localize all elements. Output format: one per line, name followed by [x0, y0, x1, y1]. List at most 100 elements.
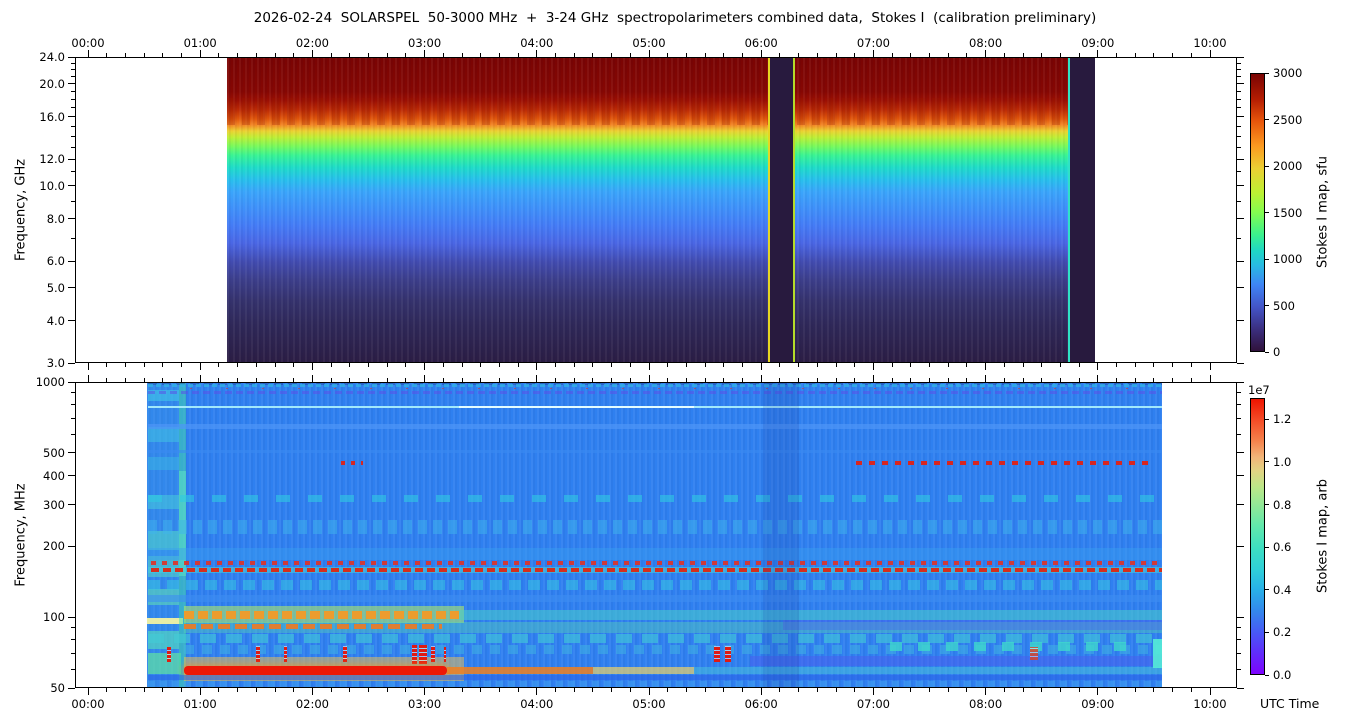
ghz-data-region [226, 58, 1068, 362]
time-tick-minor [1022, 688, 1024, 692]
time-tick-label: 00:00 [71, 697, 105, 711]
freq-tick-minor [1237, 417, 1241, 419]
freq-tick-minor [1237, 107, 1241, 109]
time-tick-minor [667, 363, 669, 367]
rfi-burst [725, 645, 731, 662]
freq-tick-minor [1237, 639, 1241, 641]
freq-tick-major [68, 116, 75, 118]
time-tick-major [199, 688, 201, 695]
time-tick-minor [947, 363, 949, 367]
freq-tick-label: 3.0 [46, 356, 65, 370]
ghz-data-texture [226, 58, 1068, 362]
time-tick-minor [592, 688, 594, 692]
time-tick-major [648, 363, 650, 370]
freq-tick-label: 200 [43, 539, 65, 554]
freq-tick-major [68, 56, 75, 58]
time-tick-minor [1003, 363, 1005, 367]
time-tick-label: 08:00 [969, 697, 1003, 711]
freq-tick-major [68, 381, 75, 383]
time-tick-major [424, 363, 426, 370]
spectral-band [593, 666, 694, 674]
spectral-band [856, 461, 1154, 466]
time-tick-major [872, 50, 874, 57]
time-tick-label: 10:00 [1193, 697, 1227, 711]
spectral-band [148, 674, 1162, 681]
spectral-band [148, 634, 1162, 644]
ghz-spectrogram-panel [75, 57, 1237, 363]
colorbar-tick [1265, 258, 1269, 260]
freq-tick-minor [1237, 627, 1241, 629]
time-tick-minor [517, 363, 519, 367]
arb-colorbar [1250, 398, 1265, 675]
freq-tick-label: 24.0 [39, 50, 65, 64]
time-tick-minor [685, 363, 687, 367]
time-tick-minor [1116, 688, 1117, 692]
time-tick-label: 06:00 [744, 36, 778, 50]
time-tick-minor [816, 688, 818, 692]
time-tick-major [311, 688, 313, 695]
rfi-burst [419, 644, 428, 664]
time-tick-minor [1078, 688, 1080, 692]
time-tick-minor [854, 363, 856, 367]
time-tick-major [1209, 50, 1211, 57]
time-tick-minor [723, 688, 725, 692]
time-tick-major [760, 688, 762, 695]
time-tick-minor [779, 688, 781, 692]
time-tick-minor [947, 688, 949, 692]
time-tick-minor [704, 688, 706, 692]
freq-tick-label: 400 [43, 468, 65, 483]
colorbar-tick [1265, 631, 1269, 633]
time-tick-label: 00:00 [71, 36, 105, 50]
time-tick-major [536, 688, 538, 695]
freq-tick-label: 5.0 [46, 280, 65, 295]
spectral-band [178, 383, 187, 687]
time-tick-minor [929, 688, 930, 692]
time-tick-minor [1134, 688, 1136, 692]
time-tick-major [1097, 375, 1099, 382]
time-tick-minor [386, 688, 388, 692]
mhz-y-axis-label: Frequency, MHz [13, 483, 29, 587]
time-tick-major [311, 50, 313, 57]
time-tick-major [760, 363, 762, 370]
colorbar-tick [1265, 589, 1269, 591]
time-tick-minor [237, 363, 239, 367]
time-tick-major [872, 363, 874, 370]
colorbar-tick [1265, 72, 1269, 74]
time-tick-minor [555, 363, 556, 367]
spectral-band [184, 665, 448, 675]
freq-tick-major [1237, 504, 1244, 506]
freq-tick-major [68, 362, 75, 364]
time-tick-major [1209, 688, 1211, 695]
time-tick-major [872, 688, 874, 695]
freq-tick-minor [1237, 200, 1241, 202]
time-tick-minor [181, 363, 182, 367]
spectral-band [150, 568, 1162, 573]
time-tick-minor [405, 363, 407, 367]
time-tick-major [87, 375, 89, 382]
spectral-band [783, 619, 1162, 630]
time-tick-label: 06:00 [744, 697, 778, 711]
spectral-band [1153, 639, 1162, 669]
mhz-spectrogram-panel [75, 382, 1237, 688]
time-tick-major [199, 50, 201, 57]
spectral-band [148, 457, 179, 470]
time-tick-minor [143, 363, 145, 367]
time-tick-major [648, 50, 650, 57]
time-tick-major [985, 363, 987, 370]
time-tick-minor [1172, 363, 1174, 367]
rfi-burst [283, 645, 288, 662]
time-tick-minor [274, 688, 276, 692]
time-tick-minor [274, 363, 276, 367]
freq-tick-minor [1237, 668, 1241, 670]
spectral-band [148, 383, 1162, 388]
time-tick-label: 05:00 [632, 697, 666, 711]
freq-tick-minor [1237, 404, 1241, 406]
time-tick-minor [1041, 688, 1043, 692]
freq-tick-major [68, 185, 75, 187]
page-title: 2026-02-24 SOLARSPEL 50-3000 MHz + 3-24 … [253, 10, 1097, 26]
spectral-band [148, 652, 181, 674]
time-tick-major [199, 375, 201, 382]
time-tick-major [985, 50, 987, 57]
time-tick-minor [461, 688, 463, 692]
time-tick-label: 07:00 [856, 697, 890, 711]
